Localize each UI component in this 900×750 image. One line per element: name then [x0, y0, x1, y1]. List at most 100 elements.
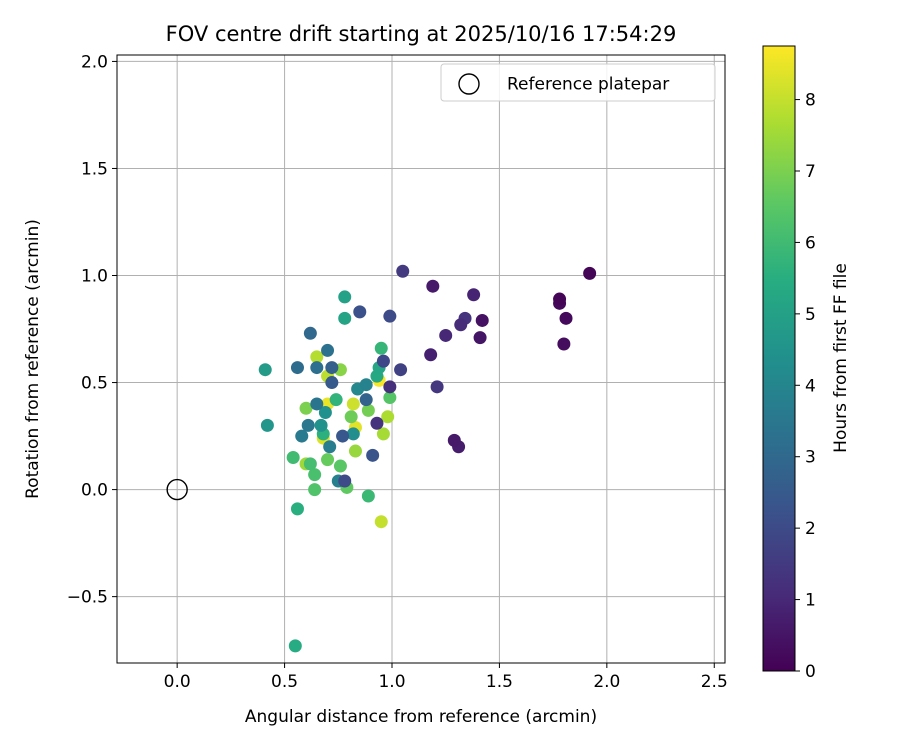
data-point [303, 457, 317, 471]
data-point [361, 403, 375, 417]
colorbar-tick-label: 8 [805, 91, 816, 111]
data-point [454, 318, 468, 332]
legend-label: Reference platepar [507, 75, 669, 95]
data-point [376, 427, 390, 441]
colorbar-tick-label: 6 [805, 233, 816, 253]
x-tick-label: 0.5 [271, 672, 298, 692]
data-point [467, 288, 481, 302]
data-point [338, 311, 352, 325]
data-point [310, 350, 324, 364]
legend: Reference platepar [440, 63, 716, 102]
data-point [344, 410, 358, 424]
data-point [260, 418, 274, 432]
data-point [348, 444, 362, 458]
data-point [286, 450, 300, 464]
data-point [310, 397, 324, 411]
grid-lines [117, 55, 725, 663]
data-point [553, 292, 567, 306]
y-tick-label: 1.0 [81, 267, 108, 287]
data-point [383, 391, 397, 405]
x-tick-label: 2.0 [593, 672, 620, 692]
data-point [447, 433, 461, 447]
data-point [295, 429, 309, 443]
colorbar-tick-label: 4 [805, 376, 816, 396]
data-points [258, 264, 597, 653]
data-point [333, 459, 347, 473]
data-point [383, 309, 397, 323]
y-axis-ticks: −0.5 0.0 0.5 1.0 1.5 2.0 [67, 52, 117, 608]
data-point [381, 410, 395, 424]
y-axis-label: Rotation from reference (arcmin) [23, 219, 43, 499]
data-point [318, 406, 332, 420]
legend-marker-icon [458, 73, 480, 95]
data-point [559, 311, 573, 325]
data-point [374, 341, 388, 355]
colorbar-tick-label: 7 [805, 162, 816, 182]
data-point [329, 393, 343, 407]
x-axis-ticks: 0.0 0.5 1.0 1.5 2.0 2.5 [164, 663, 728, 692]
chart-title: FOV centre drift starting at 2025/10/16 … [166, 22, 677, 46]
colorbar-tick-label: 0 [805, 662, 816, 682]
data-point [299, 401, 313, 415]
colorbar-tick-label: 3 [805, 448, 816, 468]
plot-frame [116, 54, 726, 664]
data-point [359, 393, 373, 407]
y-tick-label: 0.0 [81, 481, 108, 501]
y-tick-label: −0.5 [67, 588, 108, 608]
data-point [258, 363, 272, 377]
colorbar-label: Hours from first FF file [831, 263, 851, 453]
colorbar: 0 1 2 3 4 5 6 7 8 Hours from first FF file [762, 45, 851, 682]
data-point [338, 290, 352, 304]
data-point [557, 337, 571, 351]
data-point [301, 418, 315, 432]
data-point [394, 363, 408, 377]
legend-box [440, 63, 716, 102]
y-tick-label: 1.5 [81, 159, 108, 179]
data-point [290, 502, 304, 516]
y-tick-label: 0.5 [81, 374, 108, 394]
data-point [314, 418, 328, 432]
data-point [366, 448, 380, 462]
y-tick-label: 2.0 [81, 52, 108, 72]
data-point [288, 639, 302, 653]
data-point [346, 397, 360, 411]
data-point [290, 361, 304, 375]
data-point [323, 440, 337, 454]
x-tick-label: 2.5 [701, 672, 728, 692]
data-point [383, 380, 397, 394]
data-point [430, 380, 444, 394]
data-point [325, 376, 339, 390]
data-point [424, 348, 438, 362]
data-point [321, 453, 335, 467]
data-point [439, 328, 453, 342]
data-point [338, 474, 352, 488]
data-point [308, 483, 322, 497]
colorbar-gradient [762, 45, 796, 672]
colorbar-ticks: 0 1 2 3 4 5 6 7 8 [795, 91, 816, 682]
x-tick-label: 1.0 [378, 672, 405, 692]
data-point [310, 361, 324, 375]
data-point [583, 266, 597, 280]
data-point [346, 427, 360, 441]
colorbar-tick-label: 1 [805, 591, 816, 611]
x-axis-label: Angular distance from reference (arcmin) [245, 707, 597, 727]
data-point [303, 326, 317, 340]
data-point [396, 264, 410, 278]
reference-marker [166, 478, 188, 501]
colorbar-tick-label: 2 [805, 519, 816, 539]
data-point [374, 515, 388, 529]
data-point [426, 279, 440, 293]
data-point [370, 416, 384, 430]
data-point [325, 361, 339, 375]
data-point [321, 343, 335, 357]
data-point [473, 331, 487, 345]
data-point [353, 305, 367, 319]
data-point [308, 468, 322, 482]
colorbar-tick-label: 5 [805, 305, 816, 325]
data-point [336, 429, 350, 443]
data-point [475, 313, 489, 327]
x-tick-label: 1.5 [486, 672, 513, 692]
data-point [376, 354, 390, 368]
x-tick-label: 0.0 [164, 672, 191, 692]
